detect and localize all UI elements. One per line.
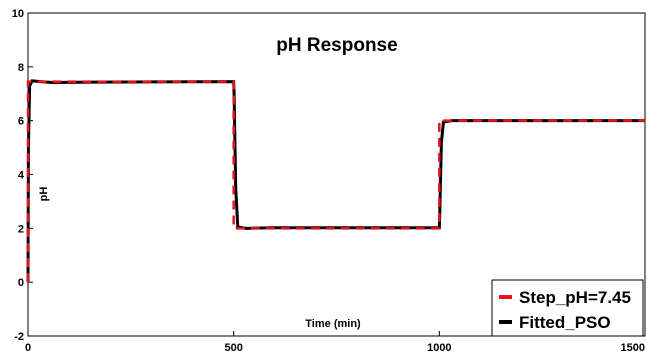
chart-title: pH Response — [276, 35, 397, 56]
y-tick-label: 6 — [18, 116, 24, 128]
x-tick-label: 1500 — [621, 342, 645, 354]
y-tick-label: -2 — [14, 331, 24, 343]
x-tick-label: 500 — [224, 342, 242, 354]
legend-box — [491, 279, 644, 337]
legend: Step_pH=7.45 Fitted_PSO — [491, 279, 644, 337]
x-axis-label: Time (min) — [305, 318, 361, 330]
y-tick-label: 8 — [18, 62, 24, 74]
y-tick-label: 0 — [18, 277, 24, 289]
legend-label-fitted: Fitted_PSO — [519, 313, 611, 332]
y-axis-label: pH — [38, 187, 50, 202]
x-tick-label: 0 — [25, 342, 31, 354]
x-tick-label: 1000 — [427, 342, 451, 354]
y-tick-label: 2 — [18, 223, 24, 235]
series-line-fitted — [26, 79, 645, 283]
y-tick-label: 4 — [18, 170, 25, 182]
y-tick-label: 10 — [12, 8, 24, 20]
legend-label-step: Step_pH=7.45 — [519, 288, 631, 307]
series-line-step — [26, 80, 645, 283]
